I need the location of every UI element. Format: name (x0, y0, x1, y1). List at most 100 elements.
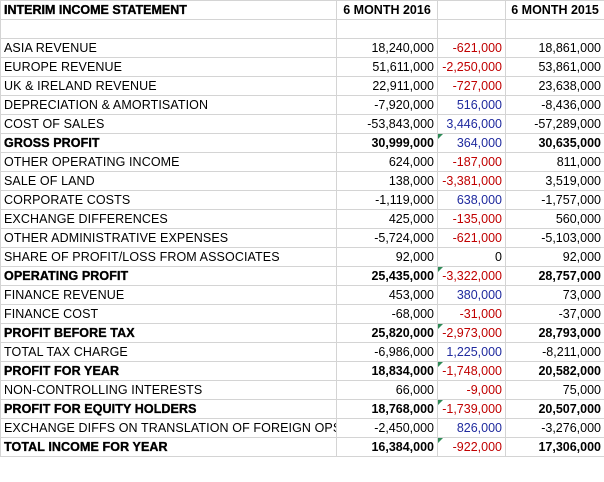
value-2015-cell[interactable]: 73,000 (505, 285, 604, 305)
difference-cell[interactable]: 3,446,000 (437, 114, 506, 134)
value-2015-cell[interactable]: 92,000 (505, 247, 604, 267)
value-2015-cell[interactable]: 17,306,000 (505, 437, 604, 457)
value-2015-cell[interactable]: 30,635,000 (505, 133, 604, 153)
row-label-cell[interactable]: EUROPE REVENUE (0, 57, 337, 77)
empty-cell[interactable] (437, 19, 506, 39)
value-2016-cell[interactable]: 22,911,000 (336, 76, 438, 96)
value-2015-cell[interactable]: -37,000 (505, 304, 604, 324)
row-label-cell[interactable]: UK & IRELAND REVENUE (0, 76, 337, 96)
row-label-cell[interactable]: NON-CONTROLLING INTERESTS (0, 380, 337, 400)
difference-cell[interactable]: -922,000 (437, 437, 506, 457)
value-2016-cell[interactable]: 624,000 (336, 152, 438, 172)
value-2015-cell[interactable]: 28,793,000 (505, 323, 604, 343)
row-label-cell[interactable]: EXCHANGE DIFFS ON TRANSLATION OF FOREIGN… (0, 418, 337, 438)
value-2015-cell[interactable]: -5,103,000 (505, 228, 604, 248)
row-label-cell[interactable]: FINANCE COST (0, 304, 337, 324)
error-indicator-icon (438, 362, 443, 367)
value-2016-cell[interactable]: -7,920,000 (336, 95, 438, 115)
row-label-cell[interactable]: FINANCE REVENUE (0, 285, 337, 305)
row-label-cell[interactable]: DEPRECIATION & AMORTISATION (0, 95, 337, 115)
value-2016-cell[interactable]: 18,834,000 (336, 361, 438, 381)
difference-cell[interactable]: 516,000 (437, 95, 506, 115)
difference-cell[interactable]: -727,000 (437, 76, 506, 96)
difference-cell[interactable]: -187,000 (437, 152, 506, 172)
difference-cell[interactable]: -1,748,000 (437, 361, 506, 381)
row-label-cell[interactable]: GROSS PROFIT (0, 133, 337, 153)
value-2016-cell[interactable]: 425,000 (336, 209, 438, 229)
value-2015-cell[interactable]: -1,757,000 (505, 190, 604, 210)
statement-row: SHARE OF PROFIT/LOSS FROM ASSOCIATES 92,0… (0, 247, 604, 267)
value-2016-cell[interactable]: -68,000 (336, 304, 438, 324)
value-2016-cell[interactable]: 25,820,000 (336, 323, 438, 343)
value-2016-cell[interactable]: 25,435,000 (336, 266, 438, 286)
empty-cell[interactable] (0, 19, 337, 39)
value-2015-cell[interactable]: 53,861,000 (505, 57, 604, 77)
difference-cell[interactable]: 826,000 (437, 418, 506, 438)
difference-cell[interactable]: -3,322,000 (437, 266, 506, 286)
difference-cell[interactable]: -3,381,000 (437, 171, 506, 191)
value-2016-cell[interactable]: 18,240,000 (336, 38, 438, 58)
difference-cell[interactable]: 1,225,000 (437, 342, 506, 362)
difference-cell[interactable]: -621,000 (437, 228, 506, 248)
difference-cell[interactable]: -1,739,000 (437, 399, 506, 419)
value-2015-cell[interactable]: 18,861,000 (505, 38, 604, 58)
value-2016-cell[interactable]: 92,000 (336, 247, 438, 267)
value-2015-cell[interactable]: 28,757,000 (505, 266, 604, 286)
value-2016-cell[interactable]: 30,999,000 (336, 133, 438, 153)
row-label-cell[interactable]: PROFIT FOR YEAR (0, 361, 337, 381)
empty-cell[interactable] (505, 19, 604, 39)
difference-cell[interactable]: -621,000 (437, 38, 506, 58)
value-2016-cell[interactable]: 51,611,000 (336, 57, 438, 77)
value-2016-cell[interactable]: 138,000 (336, 171, 438, 191)
row-label: SALE OF LAND (4, 174, 95, 188)
value-2016-cell[interactable]: -5,724,000 (336, 228, 438, 248)
empty-cell[interactable] (336, 19, 438, 39)
value-2015-cell[interactable]: 3,519,000 (505, 171, 604, 191)
value-2015-cell[interactable]: 560,000 (505, 209, 604, 229)
value-2015-cell[interactable]: -3,276,000 (505, 418, 604, 438)
diff-header-cell[interactable] (437, 0, 506, 20)
row-label-cell[interactable]: EXCHANGE DIFFERENCES (0, 209, 337, 229)
value-2016-cell[interactable]: 16,384,000 (336, 437, 438, 457)
difference-cell[interactable]: -2,973,000 (437, 323, 506, 343)
value-2015-cell[interactable]: 23,638,000 (505, 76, 604, 96)
row-label-cell[interactable]: COST OF SALES (0, 114, 337, 134)
difference-cell[interactable]: 638,000 (437, 190, 506, 210)
value-2016-cell[interactable]: -1,119,000 (336, 190, 438, 210)
value-2015-cell[interactable]: -8,211,000 (505, 342, 604, 362)
value-2016-cell[interactable]: 66,000 (336, 380, 438, 400)
value-2015-cell[interactable]: 75,000 (505, 380, 604, 400)
difference-cell[interactable]: 364,000 (437, 133, 506, 153)
row-label-cell[interactable]: SHARE OF PROFIT/LOSS FROM ASSOCIATES (0, 247, 337, 267)
col-a-header[interactable]: 6 MONTH 2016 (336, 0, 438, 20)
row-label-cell[interactable]: TOTAL INCOME FOR YEAR (0, 437, 337, 457)
col-b-header[interactable]: 6 MONTH 2015 (505, 0, 604, 20)
value-2016-cell[interactable]: 18,768,000 (336, 399, 438, 419)
value-2016-cell[interactable]: -6,986,000 (336, 342, 438, 362)
row-label-cell[interactable]: PROFIT FOR EQUITY HOLDERS (0, 399, 337, 419)
row-label-cell[interactable]: PROFIT BEFORE TAX (0, 323, 337, 343)
statement-row: DEPRECIATION & AMORTISATION -7,920,000 516… (0, 95, 604, 115)
row-label-cell[interactable]: ASIA REVENUE (0, 38, 337, 58)
difference-cell[interactable]: -2,250,000 (437, 57, 506, 77)
row-label-cell[interactable]: OTHER ADMINISTRATIVE EXPENSES (0, 228, 337, 248)
row-label-cell[interactable]: OTHER OPERATING INCOME (0, 152, 337, 172)
row-label-cell[interactable]: SALE OF LAND (0, 171, 337, 191)
value-2015-cell[interactable]: 20,507,000 (505, 399, 604, 419)
value-2016-cell[interactable]: -2,450,000 (336, 418, 438, 438)
difference-cell[interactable]: 0 (437, 247, 506, 267)
title-cell[interactable]: INTERIM INCOME STATEMENT (0, 0, 337, 20)
row-label-cell[interactable]: TOTAL TAX CHARGE (0, 342, 337, 362)
value-2015-cell[interactable]: 811,000 (505, 152, 604, 172)
row-label-cell[interactable]: OPERATING PROFIT (0, 266, 337, 286)
difference-cell[interactable]: -9,000 (437, 380, 506, 400)
row-label-cell[interactable]: CORPORATE COSTS (0, 190, 337, 210)
value-2015-cell[interactable]: -57,289,000 (505, 114, 604, 134)
value-2016-cell[interactable]: -53,843,000 (336, 114, 438, 134)
difference-cell[interactable]: -31,000 (437, 304, 506, 324)
difference-cell[interactable]: -135,000 (437, 209, 506, 229)
value-2015-cell[interactable]: -8,436,000 (505, 95, 604, 115)
value-2015-cell[interactable]: 20,582,000 (505, 361, 604, 381)
difference-cell[interactable]: 380,000 (437, 285, 506, 305)
value-2016-cell[interactable]: 453,000 (336, 285, 438, 305)
